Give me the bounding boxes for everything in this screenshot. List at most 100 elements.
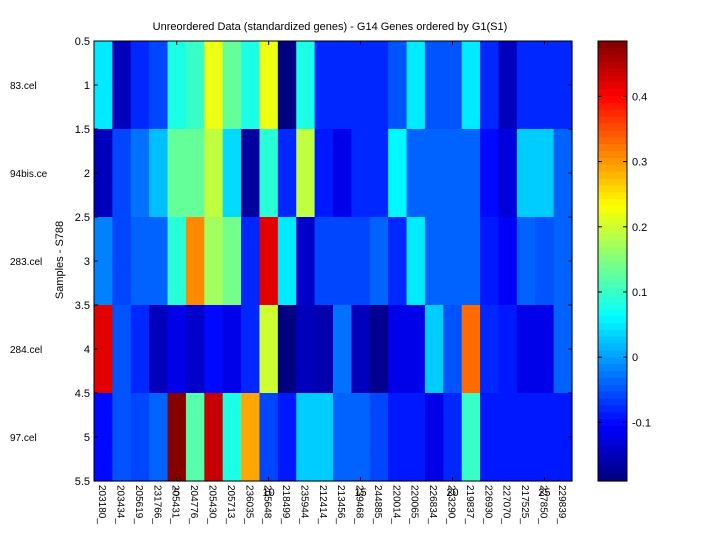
row-label: 284.cel (10, 345, 42, 356)
heatmap-cell (222, 217, 242, 306)
heatmap-cell (241, 305, 261, 394)
heatmap-cell (167, 217, 187, 306)
heatmap-cell (516, 393, 536, 482)
heatmap-cell (130, 129, 150, 218)
heatmap-cell (241, 41, 261, 130)
heatmap-cell (535, 393, 555, 482)
heatmap-cell (443, 393, 463, 482)
heatmap-cell (167, 41, 187, 130)
column-label: 231766_ (151, 485, 162, 524)
heatmap-cell (369, 305, 389, 394)
x-tick-label: 15 (354, 487, 366, 499)
colorbar-segment (598, 336, 627, 345)
heatmap-cell (553, 393, 573, 482)
heatmap-cell (406, 393, 426, 482)
column-label: 205430_ (207, 485, 218, 524)
column-label: 229839_ (556, 485, 567, 524)
heatmap-cell (535, 41, 555, 130)
heatmap-cell (351, 129, 371, 218)
heatmap-cell (241, 217, 261, 306)
heatmap-cell (259, 129, 279, 218)
heatmap-cell (204, 393, 224, 482)
heatmap-cell (94, 41, 113, 130)
colorbar-segment (598, 453, 627, 461)
heatmap-cell (296, 217, 316, 306)
colorbar-segment (598, 432, 627, 441)
heatmap-cell (167, 305, 187, 394)
colorbar-tick-label: 0.2 (632, 222, 647, 234)
colorbar-segment (598, 137, 627, 145)
heatmap-cell (314, 393, 334, 482)
heatmap-cell (553, 217, 573, 306)
column-label: 227070_ (501, 485, 512, 524)
heatmap-cell (185, 305, 205, 394)
colorbar-segment (598, 226, 627, 235)
heatmap-cell (498, 41, 518, 130)
heatmap-cell (461, 305, 481, 394)
column-label: 205648_ (262, 485, 273, 524)
heatmap-cell (112, 129, 132, 218)
column-label: 220065_ (409, 485, 420, 524)
colorbar-tick-label: 0.4 (632, 91, 647, 103)
heatmap-cell (424, 217, 444, 306)
heatmap-cell (204, 129, 224, 218)
heatmap-cell (94, 393, 113, 482)
y-tick-label: 4 (84, 344, 90, 356)
colorbar-segment (598, 439, 627, 448)
colorbar-segment (598, 82, 627, 90)
column-label: 244885_ (372, 485, 383, 524)
colorbar-segment (598, 109, 627, 118)
heatmap-cell (516, 129, 536, 218)
colorbar-segment (598, 267, 627, 276)
colorbar-segment (598, 295, 627, 303)
y-tick-label: 3.5 (75, 300, 90, 312)
colorbar-segment (598, 96, 627, 104)
colorbar-segment (598, 192, 627, 200)
colorbar-segment (598, 240, 627, 248)
column-label: 236035_ (243, 485, 254, 524)
heatmap-cell (241, 129, 261, 218)
colorbar-segment (598, 274, 627, 283)
heatmap-cell (112, 393, 132, 482)
colorbar-segment (598, 281, 627, 290)
heatmap-cell (94, 305, 113, 394)
heatmap-cell (333, 129, 352, 218)
x-tick-label: 10 (263, 487, 275, 499)
colorbar-segment (598, 398, 627, 406)
column-label: 226834_ (427, 485, 438, 524)
heatmap-cell (535, 305, 555, 394)
colorbar-segment (598, 329, 627, 338)
heatmap-cell (296, 41, 316, 130)
heatmap-cell (424, 129, 444, 218)
heatmap-cell (222, 41, 242, 130)
heatmap-cell (130, 41, 150, 130)
colorbar-segment (598, 350, 627, 358)
heatmap-cell (443, 217, 463, 306)
colorbar-segment (598, 68, 627, 76)
heatmap-cell (222, 129, 242, 218)
colorbar-segment (598, 371, 627, 379)
heatmap-cell (333, 217, 352, 306)
colorbar-segment (598, 384, 627, 393)
colorbar-segment (598, 102, 627, 111)
heatmap-cell (535, 129, 555, 218)
colorbar-segment (598, 322, 627, 331)
heatmap-cell (535, 217, 555, 306)
colorbar-segment (598, 171, 627, 180)
y-tick-label: 0.5 (75, 36, 90, 48)
colorbar-segment (598, 261, 627, 269)
heatmap-cell (314, 41, 334, 130)
heatmap-cell (222, 393, 242, 482)
heatmap-cell (94, 217, 113, 306)
heatmap-cell (314, 217, 334, 306)
heatmap-cell (277, 305, 297, 394)
colorbar-segment (598, 157, 627, 166)
heatmap-cell (185, 129, 205, 218)
colorbar-segment (598, 178, 627, 186)
heatmap-cell (259, 305, 279, 394)
heatmap-cell (406, 217, 426, 306)
heatmap-cell (222, 305, 242, 394)
colorbar-tick-label: 0 (632, 352, 638, 364)
chart-title: Unreordered Data (standardized genes) - … (153, 21, 508, 33)
heatmap-cell (406, 129, 426, 218)
